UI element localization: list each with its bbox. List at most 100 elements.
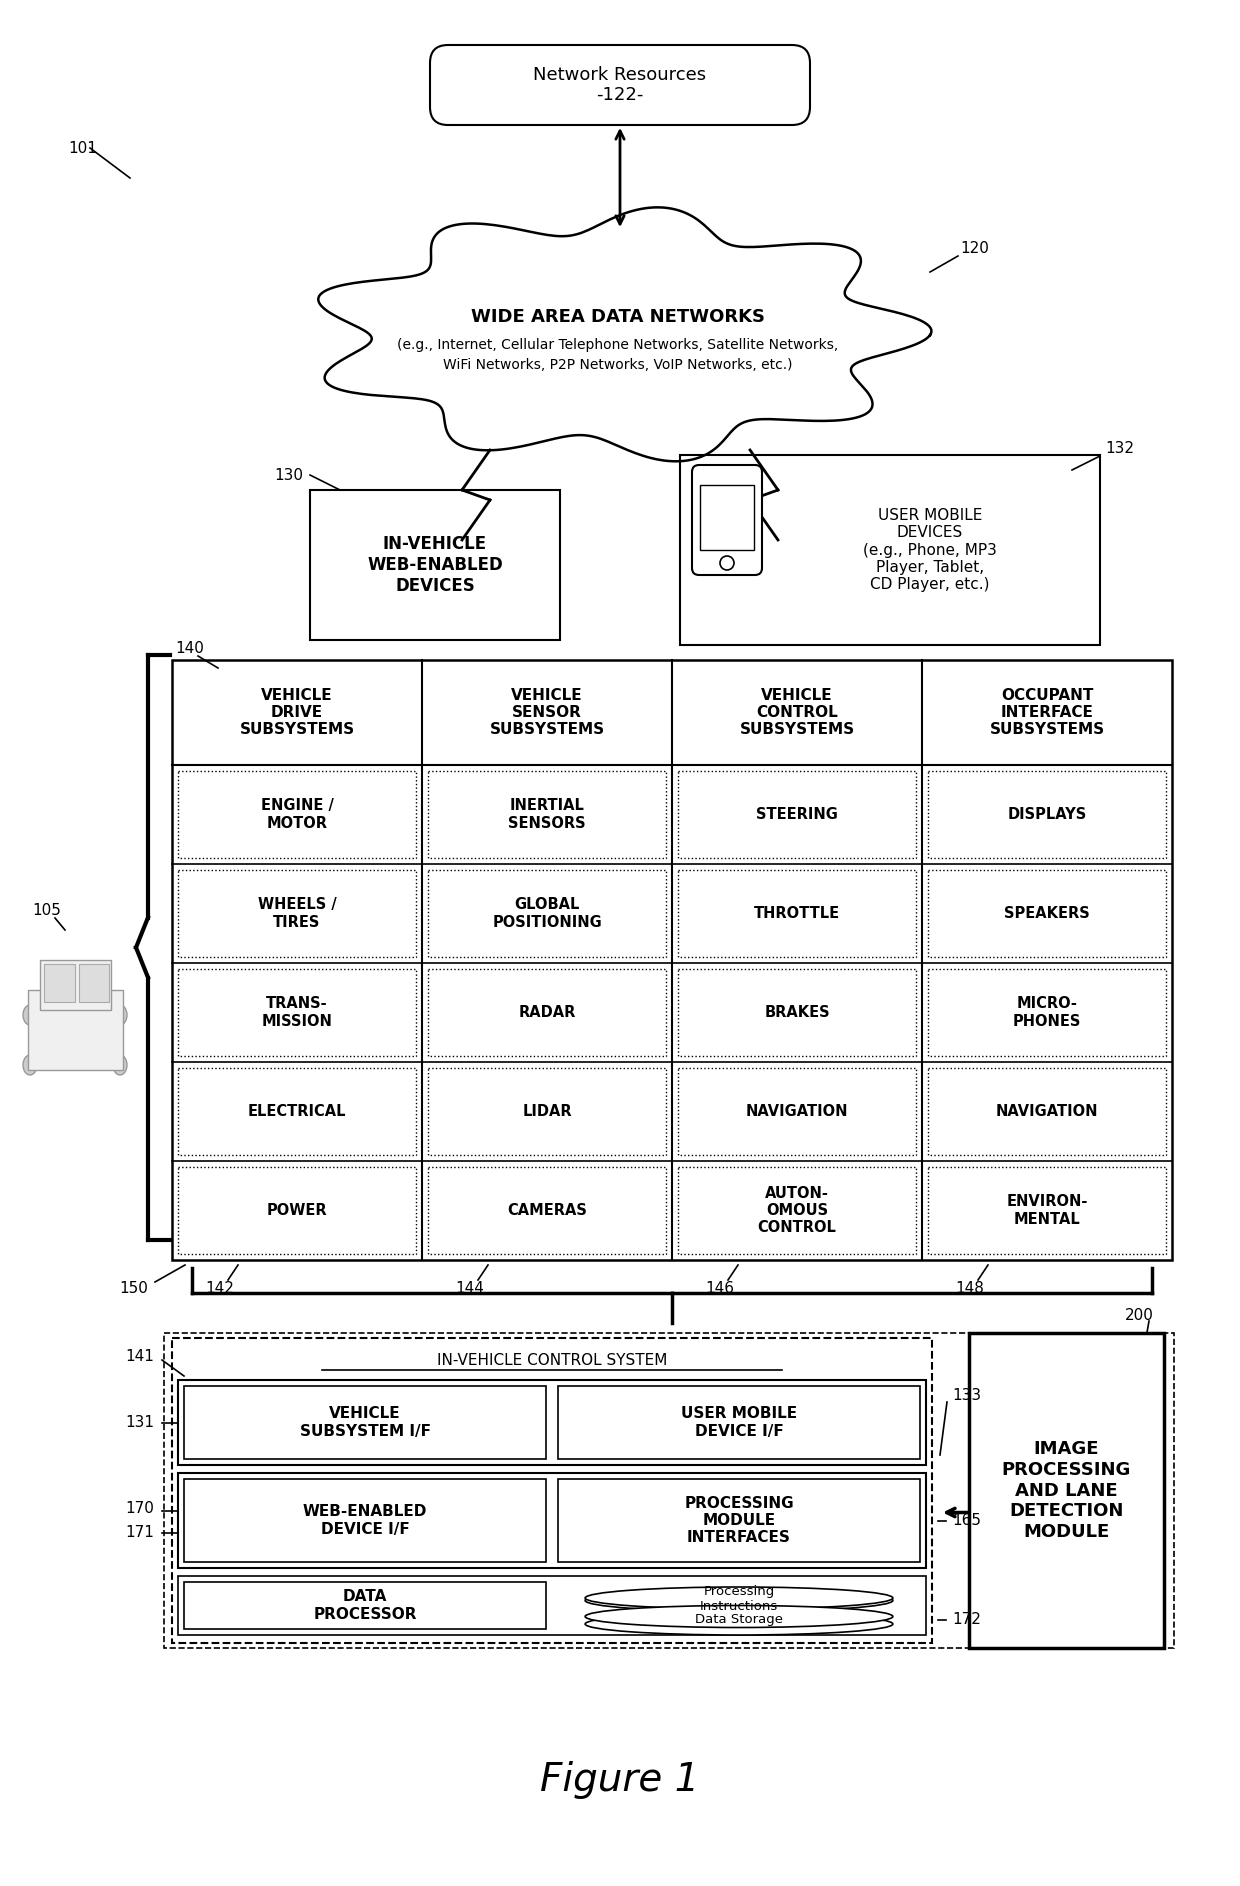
Text: POWER: POWER xyxy=(267,1203,327,1218)
Polygon shape xyxy=(319,207,931,462)
Ellipse shape xyxy=(24,1054,37,1075)
Bar xyxy=(968,1333,1164,1648)
Text: Data Storage: Data Storage xyxy=(694,1613,782,1626)
Text: VEHICLE
SUBSYSTEM I/F: VEHICLE SUBSYSTEM I/F xyxy=(300,1407,430,1439)
Bar xyxy=(701,485,754,551)
Text: 130: 130 xyxy=(274,468,303,483)
Text: WEB-ENABLED
DEVICE I/F: WEB-ENABLED DEVICE I/F xyxy=(303,1505,428,1537)
Ellipse shape xyxy=(585,1590,893,1611)
Text: IN-VEHICLE CONTROL SYSTEM: IN-VEHICLE CONTROL SYSTEM xyxy=(436,1352,667,1367)
Text: NAVIGATION: NAVIGATION xyxy=(996,1103,1099,1118)
Bar xyxy=(179,771,415,858)
Text: 146: 146 xyxy=(706,1281,734,1296)
Ellipse shape xyxy=(113,1005,126,1024)
Text: 141: 141 xyxy=(125,1348,154,1364)
Text: GLOBAL
POSITIONING: GLOBAL POSITIONING xyxy=(492,898,601,930)
Bar xyxy=(29,990,123,1069)
Bar xyxy=(678,1167,916,1254)
Text: THROTTLE: THROTTLE xyxy=(754,905,839,920)
Text: Processing
Instructions: Processing Instructions xyxy=(699,1584,779,1613)
Bar xyxy=(928,1167,1166,1254)
Bar xyxy=(164,1333,1174,1648)
Text: 131: 131 xyxy=(125,1414,154,1430)
Text: 148: 148 xyxy=(956,1281,985,1296)
Ellipse shape xyxy=(585,1605,893,1628)
Ellipse shape xyxy=(585,1586,893,1609)
Bar xyxy=(179,869,415,956)
Bar xyxy=(558,1479,920,1562)
Text: DATA
PROCESSOR: DATA PROCESSOR xyxy=(314,1590,417,1622)
Text: 144: 144 xyxy=(455,1281,485,1296)
Text: MICRO-
PHONES: MICRO- PHONES xyxy=(1013,996,1081,1028)
Text: 101: 101 xyxy=(68,140,97,155)
Bar xyxy=(179,969,415,1056)
Text: STEERING: STEERING xyxy=(756,807,838,822)
Text: DISPLAYS: DISPLAYS xyxy=(1007,807,1086,822)
Text: IMAGE
PROCESSING
AND LANE
DETECTION
MODULE: IMAGE PROCESSING AND LANE DETECTION MODU… xyxy=(1002,1439,1131,1541)
Text: ENVIRON-
MENTAL: ENVIRON- MENTAL xyxy=(1007,1194,1087,1226)
Text: WiFi Networks, P2P Networks, VoIP Networks, etc.): WiFi Networks, P2P Networks, VoIP Networ… xyxy=(443,358,792,372)
Text: VEHICLE
CONTROL
SUBSYSTEMS: VEHICLE CONTROL SUBSYSTEMS xyxy=(739,688,854,737)
Text: 170: 170 xyxy=(125,1501,154,1516)
Bar xyxy=(585,1597,893,1601)
Text: 200: 200 xyxy=(1125,1307,1154,1322)
Bar xyxy=(172,660,1172,1260)
Bar xyxy=(558,1386,920,1460)
Text: RADAR: RADAR xyxy=(518,1005,575,1020)
Bar xyxy=(179,1067,415,1154)
Bar xyxy=(678,969,916,1056)
Text: NAVIGATION: NAVIGATION xyxy=(745,1103,848,1118)
Bar xyxy=(585,1616,893,1624)
Text: (e.g., Internet, Cellular Telephone Networks, Satellite Networks,: (e.g., Internet, Cellular Telephone Netw… xyxy=(397,338,838,353)
Bar xyxy=(428,869,666,956)
Bar xyxy=(179,1167,415,1254)
Bar xyxy=(172,1337,932,1643)
Bar xyxy=(428,1167,666,1254)
Text: 142: 142 xyxy=(206,1281,234,1296)
Text: AUTON-
OMOUS
CONTROL: AUTON- OMOUS CONTROL xyxy=(758,1186,837,1235)
Text: 165: 165 xyxy=(952,1513,981,1528)
Text: TRANS-
MISSION: TRANS- MISSION xyxy=(262,996,332,1028)
FancyBboxPatch shape xyxy=(692,466,763,575)
Bar xyxy=(928,771,1166,858)
Bar xyxy=(428,969,666,1056)
Bar xyxy=(678,771,916,858)
Bar xyxy=(678,869,916,956)
Ellipse shape xyxy=(585,1613,893,1635)
Bar xyxy=(428,1067,666,1154)
Bar xyxy=(928,869,1166,956)
Bar xyxy=(428,771,666,858)
Bar xyxy=(184,1582,546,1630)
Text: INERTIAL
SENSORS: INERTIAL SENSORS xyxy=(508,798,585,830)
Text: 105: 105 xyxy=(32,903,61,917)
Bar xyxy=(184,1479,546,1562)
Text: USER MOBILE
DEVICES
(e.g., Phone, MP3
Player, Tablet,
CD Player, etc.): USER MOBILE DEVICES (e.g., Phone, MP3 Pl… xyxy=(863,507,997,592)
Text: BRAKES: BRAKES xyxy=(764,1005,830,1020)
Text: CAMERAS: CAMERAS xyxy=(507,1203,587,1218)
Text: LIDAR: LIDAR xyxy=(522,1103,572,1118)
Text: VEHICLE
DRIVE
SUBSYSTEMS: VEHICLE DRIVE SUBSYSTEMS xyxy=(239,688,355,737)
Text: 132: 132 xyxy=(1105,441,1135,456)
Text: 140: 140 xyxy=(175,641,203,656)
Text: VEHICLE
SENSOR
SUBSYSTEMS: VEHICLE SENSOR SUBSYSTEMS xyxy=(490,688,605,737)
FancyBboxPatch shape xyxy=(430,45,810,124)
Text: Figure 1: Figure 1 xyxy=(541,1762,699,1799)
Text: WHEELS /
TIRES: WHEELS / TIRES xyxy=(258,898,336,930)
Bar xyxy=(310,490,560,639)
Bar xyxy=(179,1473,926,1567)
Ellipse shape xyxy=(113,1054,126,1075)
Text: 120: 120 xyxy=(960,241,988,255)
Text: 133: 133 xyxy=(952,1388,981,1403)
Text: PROCESSING
MODULE
INTERFACES: PROCESSING MODULE INTERFACES xyxy=(684,1496,794,1545)
Bar xyxy=(179,1577,926,1635)
Bar xyxy=(78,964,109,1001)
Bar xyxy=(43,964,74,1001)
Text: 172: 172 xyxy=(952,1613,981,1628)
Text: IN-VEHICLE
WEB-ENABLED
DEVICES: IN-VEHICLE WEB-ENABLED DEVICES xyxy=(367,536,503,594)
Bar xyxy=(678,1067,916,1154)
Ellipse shape xyxy=(24,1005,37,1024)
Text: SPEAKERS: SPEAKERS xyxy=(1004,905,1090,920)
Text: WIDE AREA DATA NETWORKS: WIDE AREA DATA NETWORKS xyxy=(471,307,765,326)
Text: USER MOBILE
DEVICE I/F: USER MOBILE DEVICE I/F xyxy=(681,1407,797,1439)
Bar xyxy=(928,969,1166,1056)
